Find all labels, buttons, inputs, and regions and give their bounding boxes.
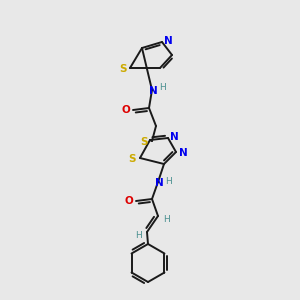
Text: S: S	[119, 64, 127, 74]
Text: S: S	[128, 154, 136, 164]
Text: O: O	[124, 196, 134, 206]
Text: H: H	[159, 83, 165, 92]
Text: H: H	[164, 215, 170, 224]
Text: N: N	[178, 148, 188, 158]
Text: H: H	[135, 232, 141, 241]
Text: N: N	[169, 132, 178, 142]
Text: H: H	[165, 176, 171, 185]
Text: O: O	[122, 105, 130, 115]
Text: N: N	[154, 178, 164, 188]
Text: N: N	[164, 36, 172, 46]
Text: N: N	[148, 86, 158, 96]
Text: S: S	[140, 137, 148, 147]
